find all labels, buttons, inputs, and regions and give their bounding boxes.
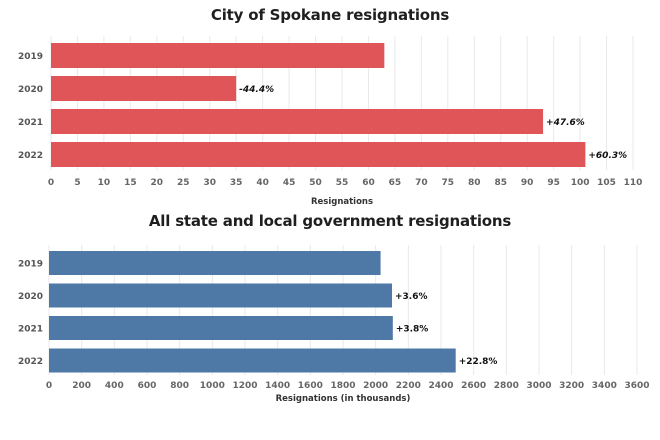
x-tick-label: 55: [336, 178, 349, 188]
x-tick-label: 2400: [428, 381, 453, 391]
x-tick-label: 3000: [526, 381, 551, 391]
x-tick-label: 2000: [363, 381, 388, 391]
data-label: +60.3%: [588, 151, 627, 161]
x-tick-label: 60: [362, 178, 375, 188]
category-label: 2021: [18, 325, 43, 335]
x-tick-label: 2200: [396, 381, 421, 391]
bar-2022: [51, 142, 586, 167]
x-tick-label: 10: [98, 178, 111, 188]
x-tick-label: 65: [389, 178, 402, 188]
x-tick-label: 80: [468, 178, 481, 188]
x-tick-label: 75: [442, 178, 455, 188]
category-label: 2020: [18, 292, 43, 302]
x-tick-label: 800: [170, 381, 189, 391]
bar-2021: [51, 109, 544, 134]
x-tick-label: 90: [521, 178, 534, 188]
x-tick-label: 1200: [232, 381, 257, 391]
x-tick-label: 400: [105, 381, 124, 391]
x-tick-label: 85: [494, 178, 507, 188]
x-tick-label: 0: [46, 381, 52, 391]
data-label: -44.4%: [239, 85, 274, 95]
x-tick-label: 3200: [559, 381, 584, 391]
category-label: 2020: [18, 85, 43, 95]
data-label: +47.6%: [546, 118, 585, 128]
x-tick-label: 105: [597, 178, 616, 188]
x-tick-label: 95: [547, 178, 560, 188]
bar-2019: [49, 251, 381, 275]
category-label: 2019: [18, 260, 43, 270]
data-label: +3.6%: [395, 292, 428, 302]
bar-2021: [49, 316, 393, 340]
x-tick-label: 30: [203, 178, 216, 188]
x-tick-label: 1800: [330, 381, 355, 391]
x-tick-label: 15: [124, 178, 137, 188]
x-tick-label: 3600: [624, 381, 649, 391]
x-tick-label: 0: [48, 178, 54, 188]
x-axis-title: Resignations: [311, 197, 373, 207]
x-tick-label: 25: [177, 178, 190, 188]
category-label: 2019: [18, 52, 43, 62]
category-label: 2022: [18, 151, 43, 161]
category-label: 2021: [18, 118, 43, 128]
x-tick-label: 50: [309, 178, 322, 188]
x-tick-label: 20: [151, 178, 164, 188]
data-label: +3.8%: [396, 325, 429, 335]
x-tick-label: 200: [72, 381, 91, 391]
bar-2019: [51, 43, 385, 68]
data-label: +22.8%: [459, 357, 498, 367]
category-label: 2022: [18, 357, 43, 367]
chart-title-state-local: All state and local government resignati…: [148, 212, 512, 230]
chart-title-spokane: City of Spokane resignations: [210, 6, 450, 24]
x-tick-label: 2600: [461, 381, 486, 391]
x-tick-label: 40: [256, 178, 269, 188]
x-tick-label: 5: [74, 178, 80, 188]
x-tick-label: 110: [624, 178, 643, 188]
spokane-resignations-chart: 0 5 10 15 20 25 30 35 40 45 50 55 60 65 70 75 80 85 90 95 10…: [18, 36, 643, 207]
x-tick-label: 3400: [592, 381, 617, 391]
x-tick-label: 600: [138, 381, 157, 391]
x-tick-label: 100: [571, 178, 590, 188]
x-tick-label: 1600: [298, 381, 323, 391]
x-tick-label: 1400: [265, 381, 290, 391]
x-tick-label: 1000: [200, 381, 225, 391]
bar-2020: [51, 76, 237, 101]
x-tick-label: 45: [283, 178, 296, 188]
x-tick-label: 70: [415, 178, 428, 188]
bar-2020: [49, 283, 392, 308]
x-tick-label: 2800: [494, 381, 519, 391]
x-tick-label: 35: [230, 178, 243, 188]
bar-2022: [49, 348, 456, 373]
x-axis-title: Resignations (in thousands): [276, 394, 411, 404]
